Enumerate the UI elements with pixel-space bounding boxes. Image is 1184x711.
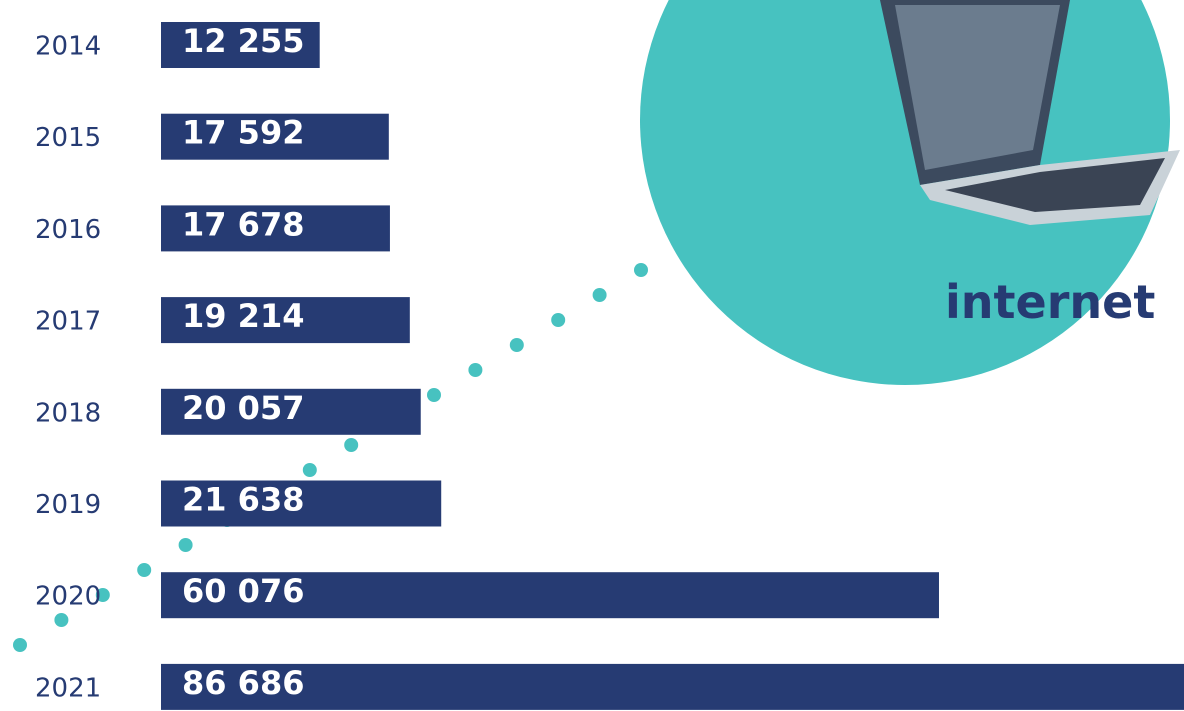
value-label: 20 057 — [182, 389, 304, 427]
year-label: 2018 — [35, 398, 101, 428]
bar — [161, 664, 1184, 710]
dot — [427, 388, 441, 402]
value-label: 17 678 — [182, 205, 304, 243]
value-label: 21 638 — [182, 481, 304, 519]
year-label: 2016 — [35, 215, 101, 245]
annotation: internet — [945, 275, 1155, 329]
value-label: 60 076 — [182, 572, 304, 610]
year-label: 2015 — [35, 123, 101, 153]
dot — [137, 563, 151, 577]
dot — [468, 363, 482, 377]
year-label: 2020 — [35, 582, 101, 612]
chart: internet 2014 12 255 2015 17 592 2016 17 678 2… — [0, 0, 1184, 711]
year-label: 2014 — [35, 32, 101, 62]
year-label: 2021 — [35, 673, 101, 703]
dot — [54, 613, 68, 627]
dot — [13, 638, 27, 652]
value-label: 12 255 — [182, 22, 304, 60]
value-label: 86 686 — [182, 664, 304, 702]
dot — [344, 438, 358, 452]
value-label: 17 592 — [182, 114, 304, 152]
dot — [634, 263, 648, 277]
year-label: 2019 — [35, 490, 101, 520]
dot — [510, 338, 524, 352]
dot — [593, 288, 607, 302]
dot — [303, 463, 317, 477]
value-label: 19 214 — [182, 297, 304, 335]
dot — [179, 538, 193, 552]
year-label: 2017 — [35, 307, 101, 337]
dot — [551, 313, 565, 327]
